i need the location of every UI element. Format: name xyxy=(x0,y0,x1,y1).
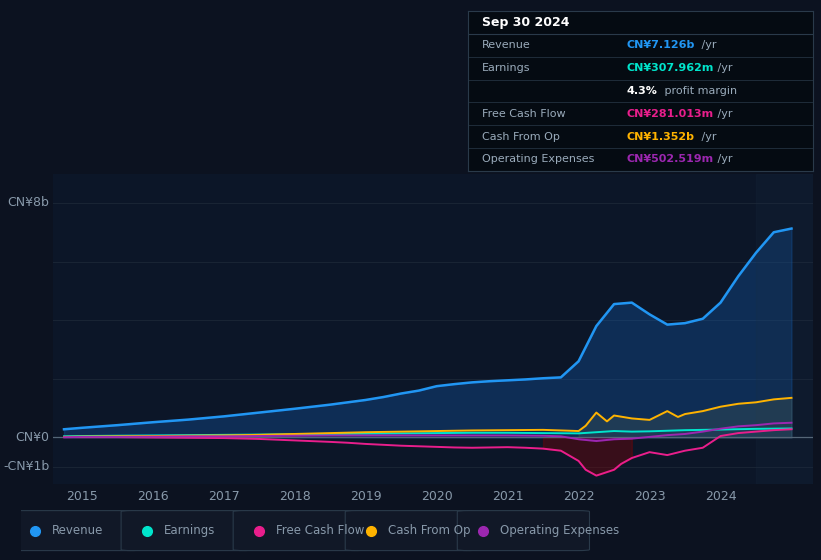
Text: CN¥1.352b: CN¥1.352b xyxy=(626,132,695,142)
Text: Free Cash Flow: Free Cash Flow xyxy=(277,524,365,537)
Text: -CN¥1b: -CN¥1b xyxy=(3,460,49,473)
FancyBboxPatch shape xyxy=(233,511,365,550)
Text: /yr: /yr xyxy=(713,155,732,165)
Text: Sep 30 2024: Sep 30 2024 xyxy=(482,16,569,29)
Text: Operating Expenses: Operating Expenses xyxy=(482,155,594,165)
Text: CN¥8b: CN¥8b xyxy=(7,197,49,209)
Text: Cash From Op: Cash From Op xyxy=(482,132,560,142)
Text: Operating Expenses: Operating Expenses xyxy=(501,524,620,537)
Text: CN¥307.962m: CN¥307.962m xyxy=(626,63,714,73)
Text: CN¥7.126b: CN¥7.126b xyxy=(626,40,695,50)
Text: profit margin: profit margin xyxy=(661,86,737,96)
Text: Free Cash Flow: Free Cash Flow xyxy=(482,109,566,119)
Text: CN¥0: CN¥0 xyxy=(16,431,49,444)
Text: Cash From Op: Cash From Op xyxy=(388,524,470,537)
Text: Revenue: Revenue xyxy=(53,524,103,537)
Text: CN¥281.013m: CN¥281.013m xyxy=(626,109,713,119)
Text: 4.3%: 4.3% xyxy=(626,86,658,96)
Text: /yr: /yr xyxy=(698,132,717,142)
Text: Earnings: Earnings xyxy=(482,63,530,73)
Text: Earnings: Earnings xyxy=(164,524,216,537)
Text: /yr: /yr xyxy=(698,40,717,50)
Text: /yr: /yr xyxy=(713,63,732,73)
Text: CN¥502.519m: CN¥502.519m xyxy=(626,155,713,165)
Text: /yr: /yr xyxy=(713,109,732,119)
FancyBboxPatch shape xyxy=(9,511,141,550)
FancyBboxPatch shape xyxy=(122,511,254,550)
FancyBboxPatch shape xyxy=(345,511,478,550)
Text: Revenue: Revenue xyxy=(482,40,530,50)
Bar xyxy=(756,174,813,484)
FancyBboxPatch shape xyxy=(457,511,589,550)
